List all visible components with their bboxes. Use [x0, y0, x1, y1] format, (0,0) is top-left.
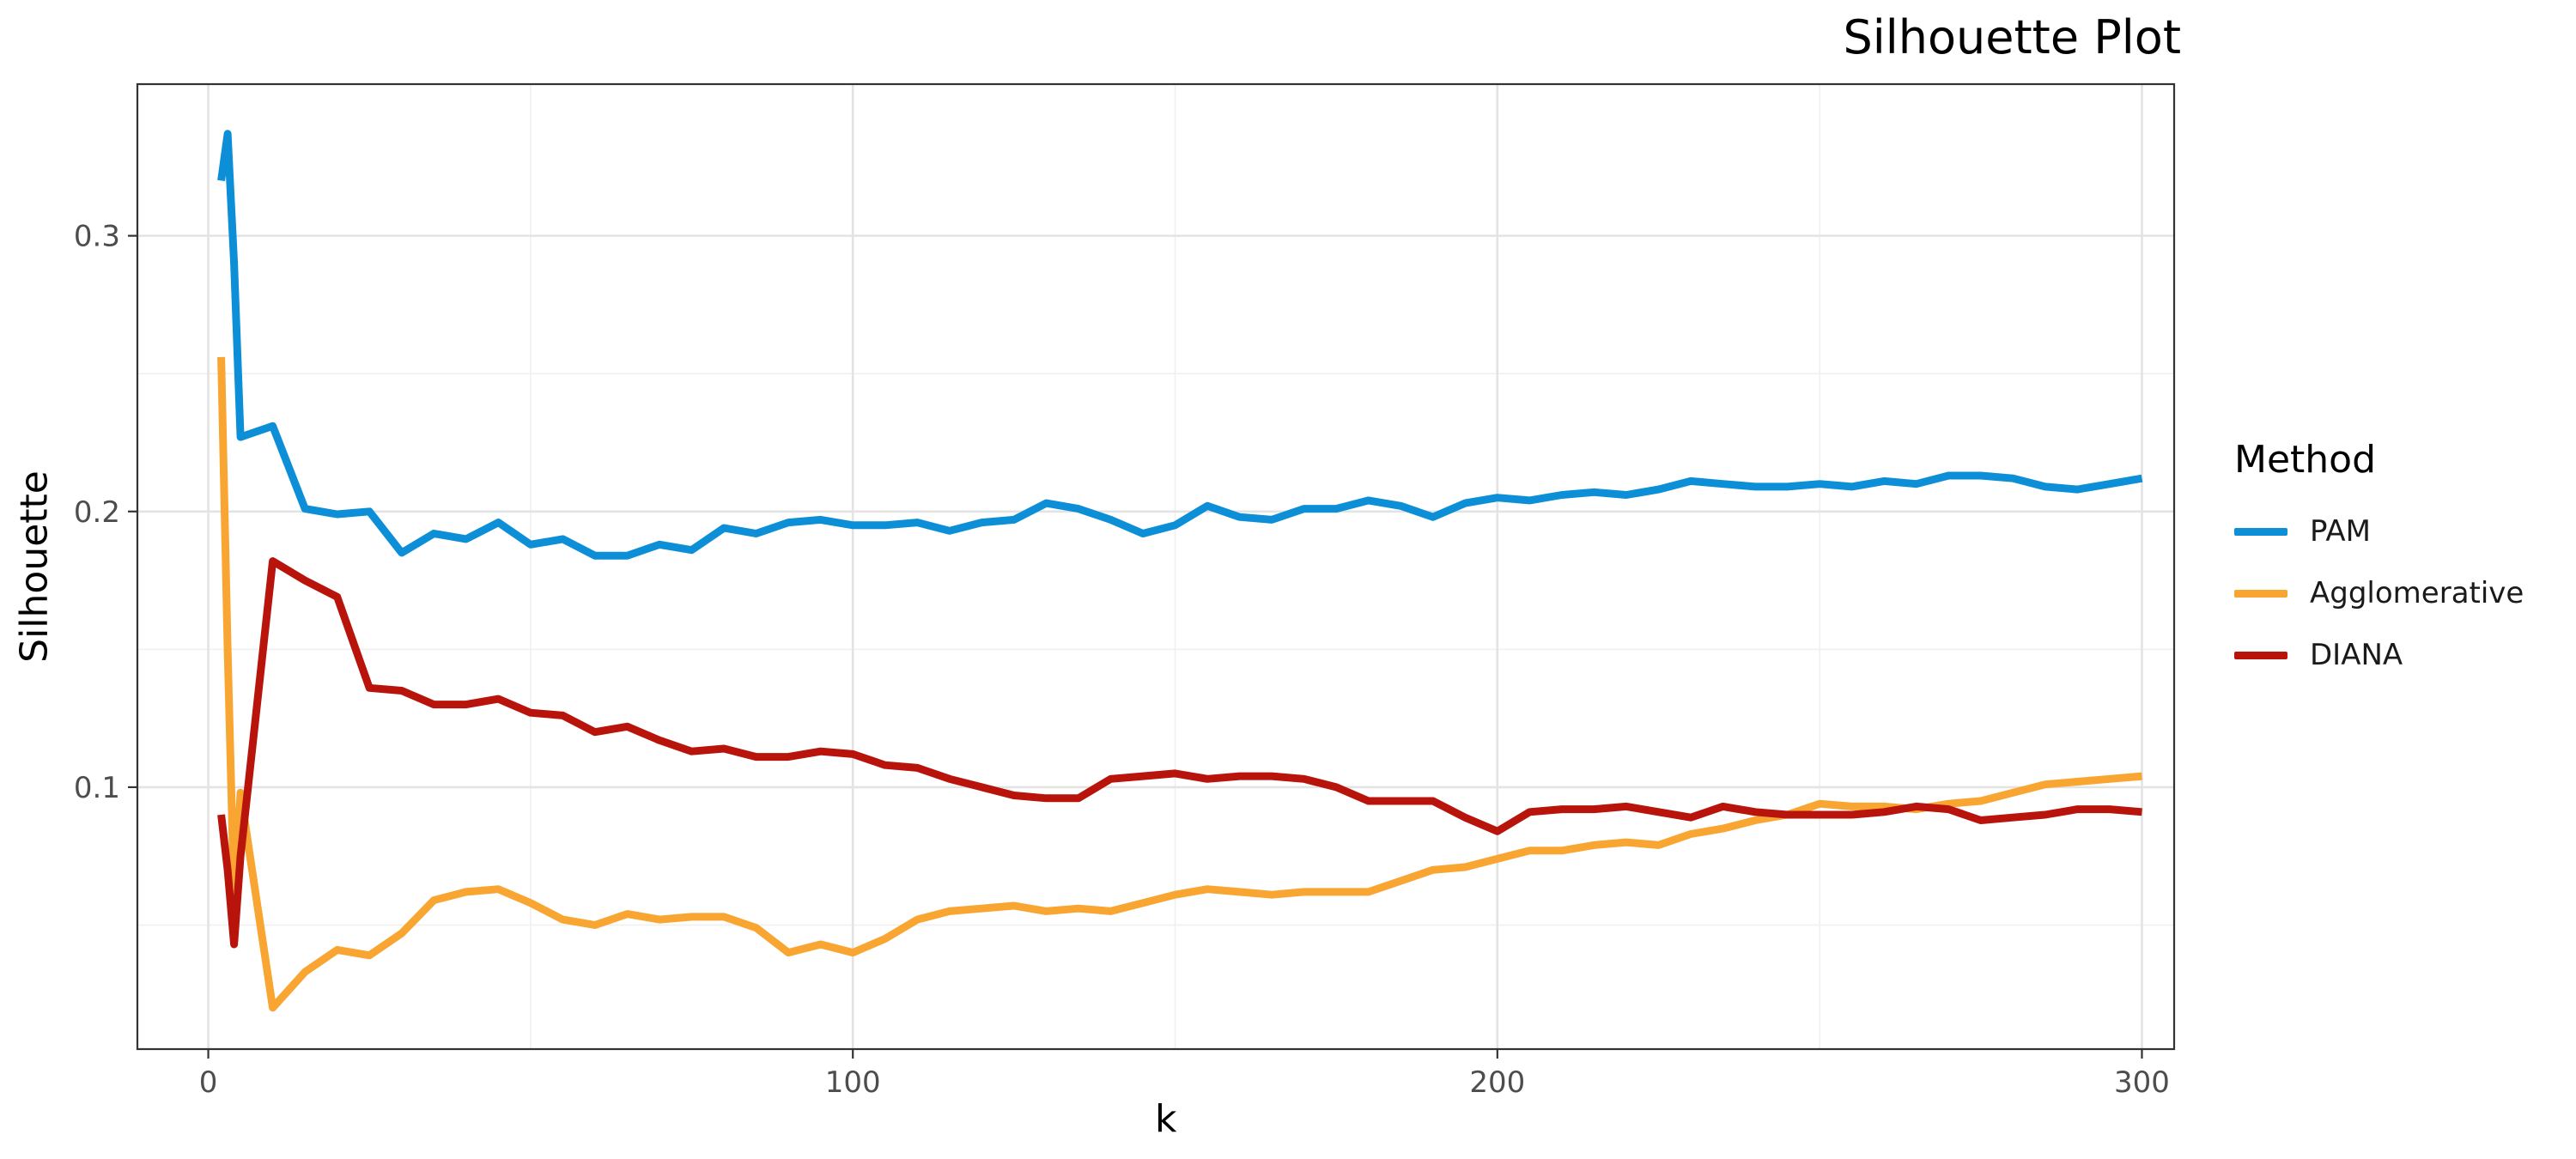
chart-title: Silhouette Plot: [1843, 10, 2181, 64]
legend-swatch-pam: [2234, 527, 2287, 536]
legend-title: Method: [2234, 438, 2377, 482]
y-tick-label: 0.3: [74, 220, 120, 254]
x-tick-label: 200: [1469, 1065, 1525, 1100]
series-line-agglomerative: [217, 356, 2142, 1012]
legend-item-diana: DIANA: [2234, 624, 2524, 686]
legend-label-pam: PAM: [2310, 514, 2371, 549]
plot-border: [136, 82, 2176, 1051]
plot-panel: [137, 84, 2174, 1049]
legend-item-agglomerative: Agglomerative: [2234, 562, 2524, 624]
x-tick-label: 100: [825, 1065, 881, 1100]
y-axis-label: Silhouette: [12, 470, 57, 663]
legend-swatch-diana: [2234, 651, 2287, 659]
x-tick-label: 0: [199, 1065, 218, 1100]
y-tick-label: 0.1: [74, 771, 120, 805]
legend-label-agglomerative: Agglomerative: [2310, 576, 2524, 610]
legend-label-diana: DIANA: [2310, 638, 2403, 672]
x-axis-label: k: [1155, 1097, 1177, 1141]
series-line-pam: [217, 130, 2143, 560]
legend: Method PAM Agglomerative DIANA: [2234, 438, 2524, 686]
x-tick-label: 300: [2114, 1065, 2170, 1100]
series-line-diana: [217, 557, 2142, 949]
y-tick-label: 0.2: [74, 495, 120, 530]
legend-swatch-agglomerative: [2234, 589, 2287, 598]
legend-item-pam: PAM: [2234, 501, 2524, 562]
